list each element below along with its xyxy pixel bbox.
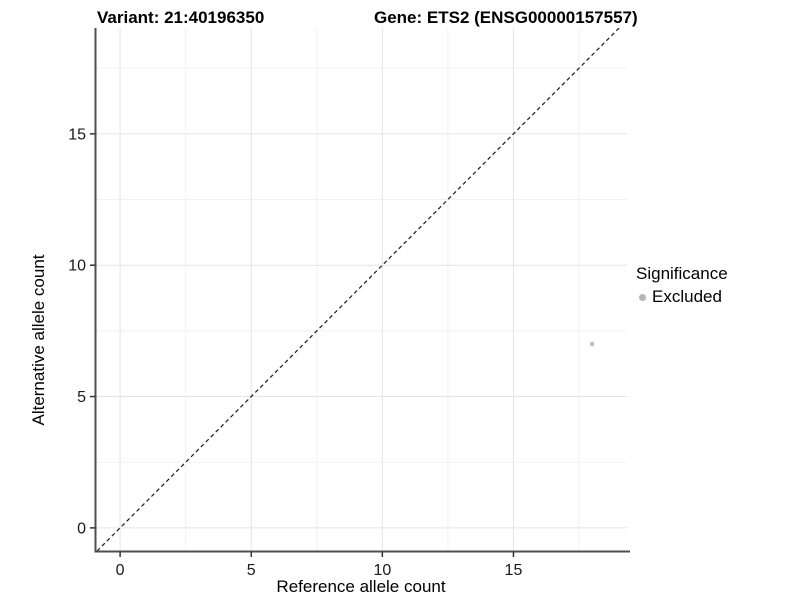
- y-tick-label: 10: [68, 258, 86, 275]
- y-tick-label: 0: [77, 520, 86, 537]
- x-tick-label: 10: [373, 562, 391, 579]
- identity-dashed-line: [96, 28, 620, 551]
- excluded-point-icon: [639, 293, 646, 301]
- gene-title: Gene: ETS2 (ENSG00000157557): [374, 8, 638, 27]
- data-point: [589, 341, 595, 347]
- legend: Significance Excluded: [636, 263, 728, 307]
- variant-title: Variant: 21:40196350: [97, 8, 265, 27]
- y-tick-label: 5: [77, 389, 86, 406]
- y-axis-title: Alternative allele count: [29, 254, 48, 426]
- legend-title: Significance: [636, 264, 728, 283]
- x-axis-title: Reference allele count: [276, 577, 446, 596]
- x-tick-label: 0: [116, 562, 125, 579]
- x-tick-label: 5: [247, 562, 256, 579]
- legend-entry-label: Excluded: [652, 287, 722, 306]
- x-tick-label: 15: [505, 562, 523, 579]
- y-tick-label: 15: [68, 126, 86, 143]
- legend-entry-excluded: Excluded: [636, 287, 728, 307]
